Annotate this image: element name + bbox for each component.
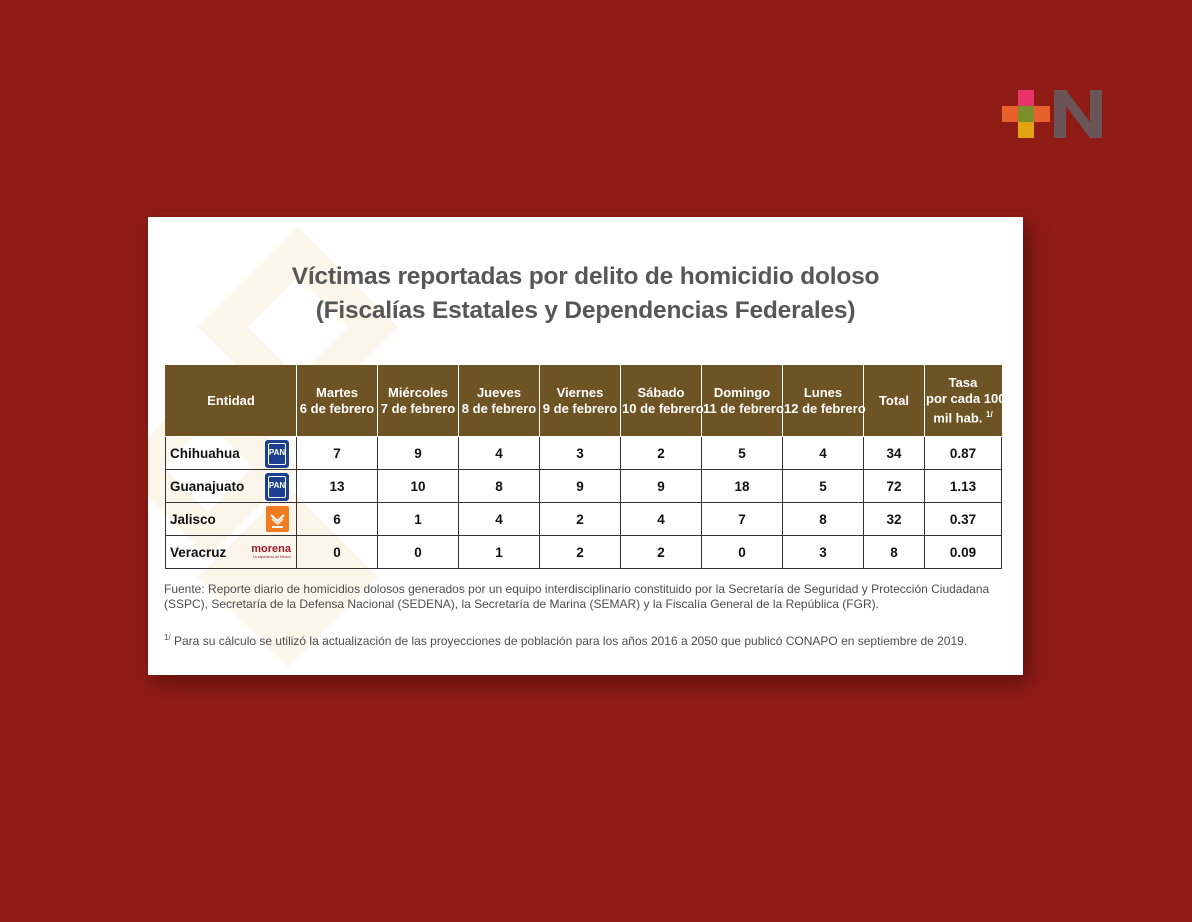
table-row-chihuahua: Chihuahua PAN 7 9 4 3 2 5 4 34 0.87 <box>165 436 1002 470</box>
cell-value: 5 <box>701 436 783 470</box>
header-domingo: Domingo 11 de febrero <box>701 365 784 437</box>
cell-value: 4 <box>458 436 540 470</box>
cell-value: 2 <box>620 535 702 569</box>
cell-total: 32 <box>863 502 925 536</box>
cell-value: 8 <box>782 502 864 536</box>
cell-value: 2 <box>620 436 702 470</box>
cell-value: 10 <box>377 469 459 503</box>
table-row-guanajuato: Guanajuato PAN 13 10 8 9 9 18 5 72 1.13 <box>165 469 1002 503</box>
cell-value: 7 <box>296 436 378 470</box>
cell-tasa: 0.87 <box>924 436 1002 470</box>
source-note: Fuente: Reporte diario de homicidios dol… <box>164 582 990 611</box>
cell-value: 3 <box>539 436 621 470</box>
header-martes: Martes 6 de febrero <box>296 365 378 437</box>
header-miercoles: Miércoles 7 de febrero <box>377 365 459 437</box>
header-jueves: Jueves 8 de febrero <box>458 365 540 437</box>
cell-entidad: Veracruz morena La esperanza de México <box>165 535 297 569</box>
cell-value: 0 <box>377 535 459 569</box>
cell-value: 1 <box>458 535 540 569</box>
cell-value: 4 <box>620 502 702 536</box>
cell-value: 8 <box>458 469 540 503</box>
cell-value: 0 <box>296 535 378 569</box>
cell-total: 72 <box>863 469 925 503</box>
cell-total: 34 <box>863 436 925 470</box>
cell-value: 4 <box>782 436 864 470</box>
mc-party-logo <box>266 506 289 532</box>
cell-value: 0 <box>701 535 783 569</box>
title-line-1: Víctimas reportadas por delito de homici… <box>291 263 880 290</box>
cell-value: 7 <box>701 502 783 536</box>
cell-value: 13 <box>296 469 378 503</box>
cell-value: 9 <box>539 469 621 503</box>
cell-value: 9 <box>377 436 459 470</box>
table-row-jalisco: Jalisco 6 1 4 2 4 7 8 32 0 <box>165 502 1002 536</box>
cell-value: 2 <box>539 535 621 569</box>
header-total: Total <box>863 365 925 437</box>
cell-entidad: Guanajuato PAN <box>165 469 297 503</box>
cell-tasa: 0.37 <box>924 502 1002 536</box>
footnote: 1/ Para su cálculo se utilizó la actuali… <box>164 633 968 648</box>
page-title: Víctimas reportadas por delito de homici… <box>148 260 1023 328</box>
cell-tasa: 0.09 <box>924 535 1002 569</box>
header-sabado: Sábado 10 de febrero <box>620 365 704 437</box>
cell-value: 6 <box>296 502 378 536</box>
infographic-card: Víctimas reportadas por delito de homici… <box>148 217 1023 675</box>
title-line-2: (Fiscalías Estatales y Dependencias Fede… <box>315 297 856 324</box>
header-viernes: Viernes 9 de febrero <box>539 365 621 437</box>
cell-value: 1 <box>377 502 459 536</box>
homicide-table: Entidad Martes 6 de febrero Miércoles 7 de… <box>165 365 1006 569</box>
morena-party-logo: morena La esperanza de México <box>251 543 291 560</box>
header-lunes: Lunes 12 de febrero <box>782 365 866 437</box>
cell-value: 3 <box>782 535 864 569</box>
cell-value: 5 <box>782 469 864 503</box>
cell-entidad: Jalisco <box>165 502 297 536</box>
cell-value: 9 <box>620 469 702 503</box>
pan-party-logo: PAN <box>265 440 289 468</box>
header-entidad: Entidad <box>165 365 297 437</box>
table-header-row: Entidad Martes 6 de febrero Miércoles 7 de… <box>165 365 1006 437</box>
pan-party-logo: PAN <box>265 473 289 501</box>
cell-value: 4 <box>458 502 540 536</box>
brand-logo <box>1002 90 1102 140</box>
cell-total: 8 <box>863 535 925 569</box>
cell-value: 18 <box>701 469 783 503</box>
header-tasa: Tasa por cada 100 mil hab. 1/ <box>924 365 1006 437</box>
cell-entidad: Chihuahua PAN <box>165 436 297 470</box>
cell-value: 2 <box>539 502 621 536</box>
table-row-veracruz: Veracruz morena La esperanza de México 0 … <box>165 535 1002 569</box>
cell-tasa: 1.13 <box>924 469 1002 503</box>
